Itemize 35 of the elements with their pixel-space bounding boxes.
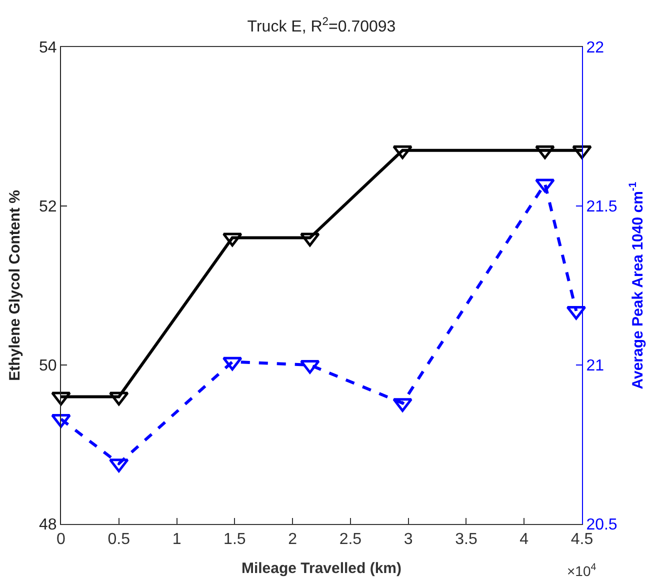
x-tick-label: 2 [288, 531, 298, 548]
y-axis-title: Ethylene Glycol Content % [6, 190, 24, 381]
x-tick-label: 3 [404, 531, 413, 548]
y2-tick-label: 20.5 [586, 516, 618, 534]
x-tick-label: 0.5 [108, 531, 130, 548]
point [392, 398, 412, 412]
x-axis-title: Mileage Travelled (km) [241, 560, 402, 578]
y-tick-label: 52 [39, 198, 57, 216]
chart-title: Truck E, R$^{2}$=0.70093 [247, 16, 396, 36]
x-tick-label: 1 [172, 531, 182, 548]
point [51, 414, 71, 428]
point [572, 145, 592, 160]
x-tick-label: 1.5 [224, 531, 246, 548]
y2-tick-label: 22 [586, 40, 604, 57]
y-tick-label: 50 [39, 358, 57, 375]
point [108, 392, 129, 406]
point [535, 178, 555, 192]
point [300, 360, 320, 374]
y2-tick-label: 21.5 [586, 198, 618, 216]
point [222, 232, 242, 247]
x-tick-label: 4.5 [570, 531, 594, 548]
x-tick-label: 2.5 [339, 531, 362, 548]
y-tick-label: 48 [39, 516, 57, 534]
text: ×10$^{4}$ [567, 562, 597, 579]
point [222, 356, 242, 371]
x-tick-label: 3.5 [455, 531, 478, 548]
x-tick-label: 0 [56, 531, 66, 548]
point [535, 145, 555, 160]
point [392, 145, 412, 160]
y2-tick-label: 21 [586, 358, 604, 375]
point [566, 306, 586, 320]
point [51, 392, 71, 406]
point [300, 232, 320, 247]
y-tick-label: 54 [39, 40, 57, 57]
x-tick-label: 4 [520, 531, 529, 548]
